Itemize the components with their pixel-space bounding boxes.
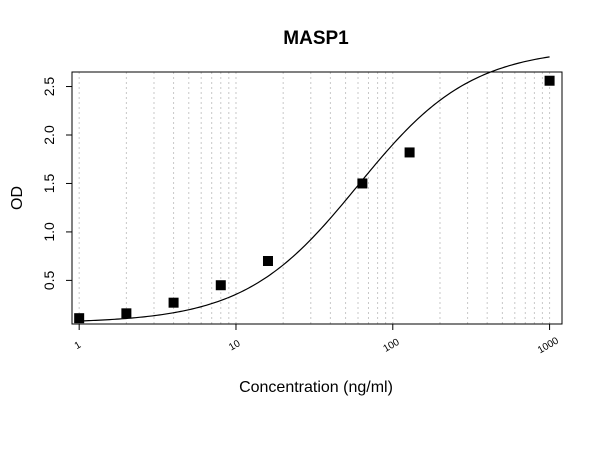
x-tick-label: 10 [227,338,243,353]
x-axis: 1 10 100 1000 [73,324,561,356]
grid [78,72,551,324]
data-point [74,313,85,324]
x-tick-label: 1 [73,339,84,352]
fit-curve [79,56,550,322]
data-point [215,280,226,291]
x-axis-label: Concentration (ng/ml) [239,379,393,396]
plot-frame [71,71,563,325]
data-point [168,297,179,308]
data-points [74,75,555,324]
x-tick-label: 1000 [536,335,561,356]
data-point [262,256,273,266]
y-tick-label: 0.5 [41,270,57,290]
data-point [357,178,368,189]
y-axis: 0.5 1.0 1.5 2.0 2.5 [41,77,72,290]
data-point [404,147,415,158]
chart-title: MASP1 [283,28,349,49]
y-axis-label: OD [9,186,26,210]
y-tick-label: 1.0 [41,222,57,242]
data-point [121,308,132,319]
x-tick-label: 100 [382,337,402,355]
data-point [544,75,555,86]
y-tick-label: 2.5 [41,77,57,97]
y-tick-label: 1.5 [41,174,57,194]
y-tick-label: 2.0 [41,125,57,145]
